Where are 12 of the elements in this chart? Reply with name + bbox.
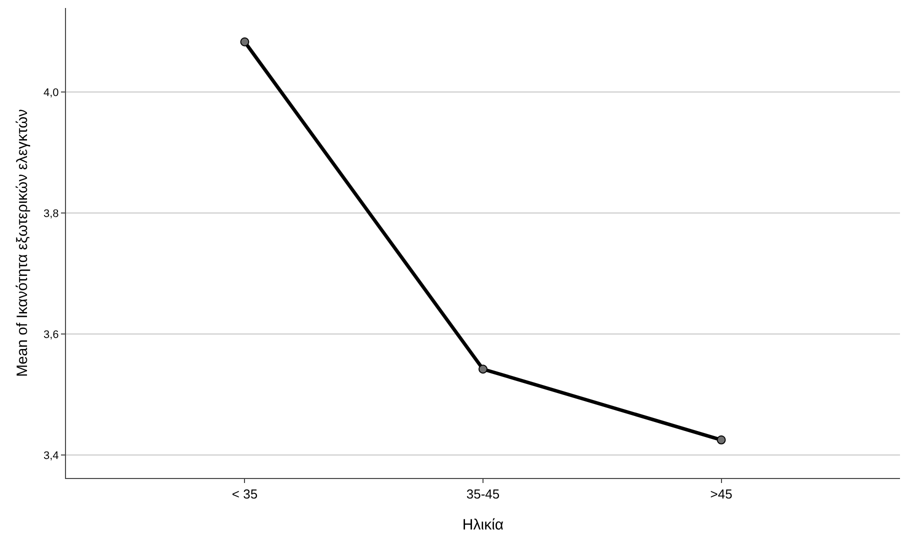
y-tick-label: 4,0: [44, 86, 59, 99]
point: [478, 364, 488, 374]
y-axis-title: Mean of Ικανότητα εξωτερικών ελεγκτών: [14, 109, 31, 377]
x-tick-label: < 35: [232, 486, 258, 502]
y-tick-label: 3,4: [44, 450, 59, 462]
x-axis-title: Ηλικία: [462, 516, 504, 534]
point: [716, 435, 726, 444]
y-tick-label: 3,8: [44, 208, 59, 220]
point: [240, 37, 250, 46]
x-tick-label: >45: [710, 486, 732, 502]
x-tick-label: 35-45: [466, 486, 500, 502]
y-tick-label: 3,6: [44, 328, 59, 341]
